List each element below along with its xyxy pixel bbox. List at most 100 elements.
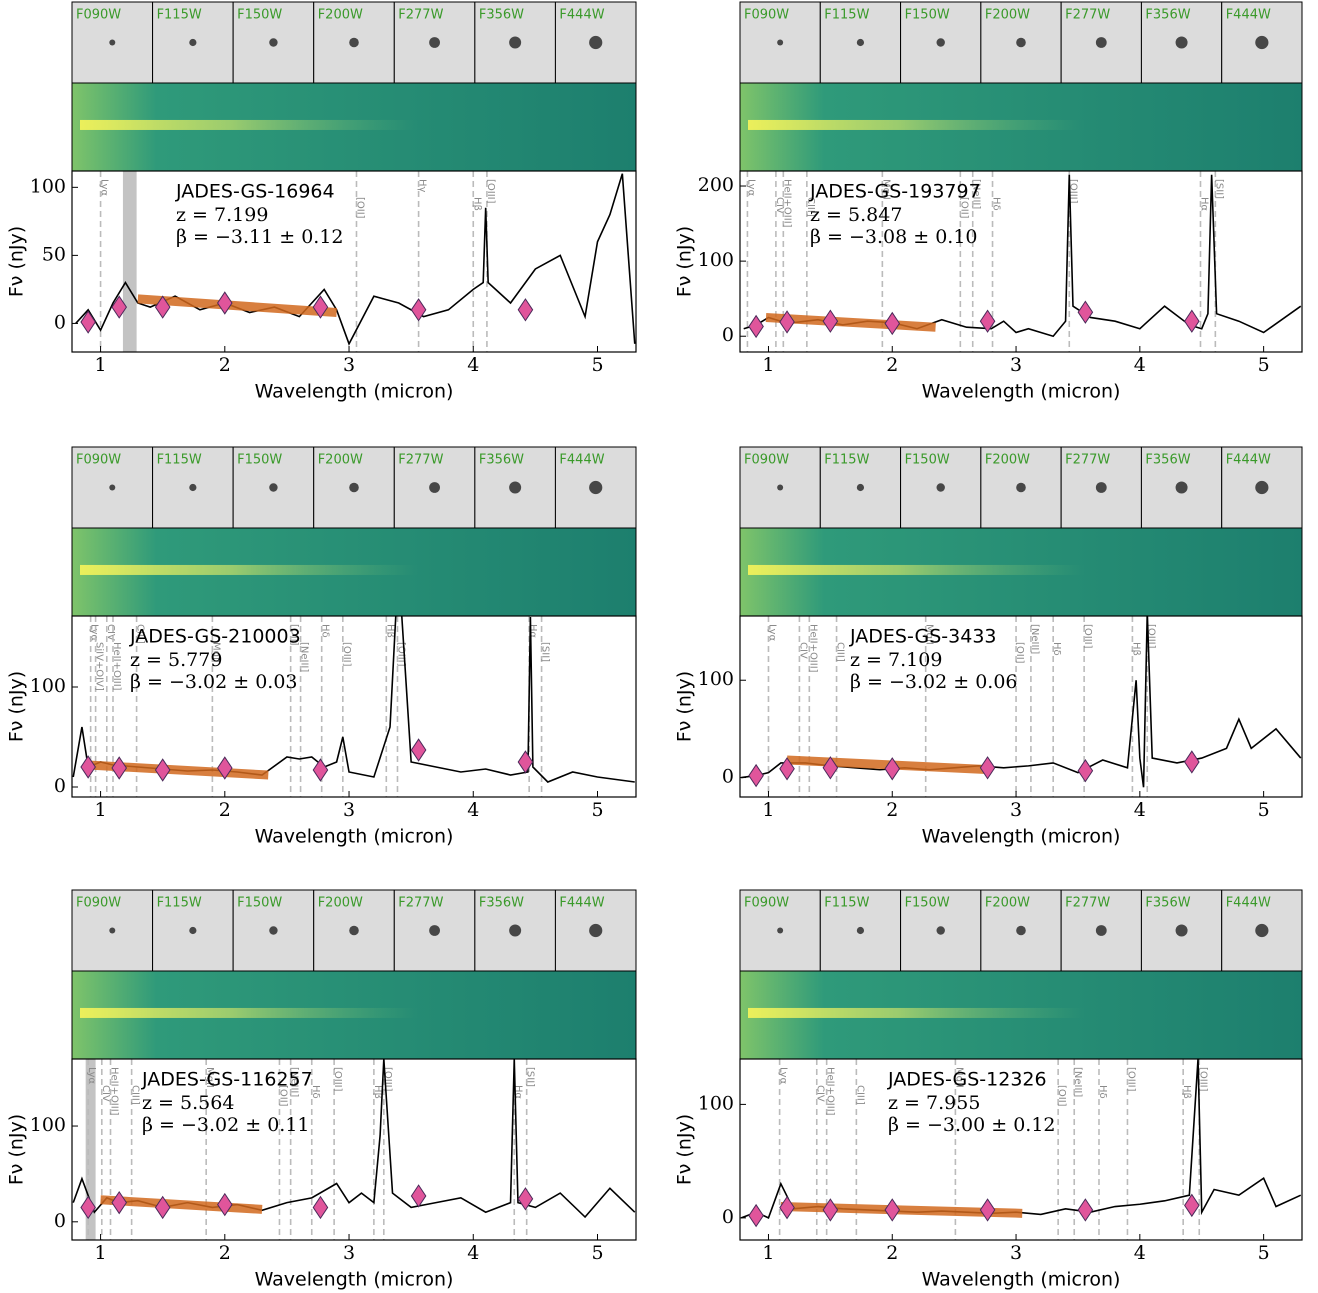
panel: F090W F115W F150W F200W F277W F356W F444W Lyα CI…	[674, 1, 1303, 403]
x-tick-label: 5	[1258, 354, 1270, 376]
y-axis-label: Fν (nJy)	[6, 226, 28, 297]
line-label: [OIII]	[1197, 1067, 1208, 1092]
thumbnail-source	[1175, 36, 1188, 49]
line-label: HeII+OIII]	[825, 1067, 836, 1116]
filter-label: F150W	[237, 453, 282, 468]
filter-label: F115W	[157, 896, 202, 911]
line-label: HeII+OIII]	[807, 624, 818, 673]
x-tick-label: 3	[1010, 799, 1022, 821]
line-label: Lyα	[778, 1067, 789, 1085]
spectrum-2d-trace	[748, 1007, 1086, 1018]
y-tick-label: 100	[30, 1114, 66, 1136]
thumbnail-source	[589, 35, 603, 50]
x-tick-label: 2	[219, 1242, 231, 1264]
line-label: [NeIII]	[1072, 1067, 1083, 1097]
uv-slope: β = −3.08 ± 0.10	[810, 226, 978, 248]
photometry-point	[979, 1198, 996, 1222]
photometry-point	[111, 756, 128, 780]
thumbnail-source	[856, 926, 865, 935]
line-label: [OIII]	[1125, 1067, 1136, 1092]
line-label: Lyα	[86, 1067, 97, 1085]
line-label: CIV	[105, 624, 116, 641]
line-label: Hδ	[1097, 1085, 1108, 1099]
thumbnail-source	[429, 37, 440, 48]
thumbnail-source	[349, 925, 359, 936]
thumbnail-source	[856, 483, 865, 492]
filter-label: F150W	[905, 896, 950, 911]
filter-label: F356W	[479, 896, 524, 911]
thumbnail-source	[1095, 482, 1107, 493]
thumbnail-source	[109, 484, 116, 491]
x-tick-label: 3	[343, 799, 355, 821]
line-label: [NeIII]	[971, 179, 982, 209]
x-tick-label: 5	[591, 354, 603, 376]
line-label: CIV	[100, 1085, 111, 1102]
filter-label: F200W	[985, 896, 1030, 911]
x-tick-label: 1	[95, 799, 107, 821]
x-tick-label: 5	[591, 1242, 603, 1264]
line-label: Hα	[527, 624, 538, 639]
line-label: [NeIII]	[1029, 624, 1040, 654]
photometry-point	[884, 1198, 901, 1222]
thumbnail-source	[509, 481, 522, 494]
y-axis-label: Fν (nJy)	[674, 226, 696, 297]
thumbnail-source	[189, 38, 197, 47]
uv-slope: β = −3.02 ± 0.11	[142, 1114, 310, 1136]
photometry-point	[154, 758, 171, 782]
thumbnail-source	[349, 37, 359, 48]
masked-region	[122, 171, 137, 352]
filter-label: F090W	[76, 896, 121, 911]
photometry-point	[80, 1195, 96, 1220]
x-axis-label: Wavelength (micron)	[922, 826, 1121, 848]
x-tick-label: 1	[762, 1242, 774, 1264]
filter-label: F200W	[318, 8, 363, 23]
redshift: z = 5.564	[142, 1092, 234, 1114]
thumbnail-source	[429, 482, 440, 493]
photometry-point	[80, 310, 96, 334]
line-label: MgII	[880, 179, 891, 200]
thumbnail-source	[1095, 925, 1107, 936]
photometry-point	[1077, 300, 1094, 324]
uv-slope: β = −3.02 ± 0.03	[130, 671, 298, 693]
x-axis-label: Wavelength (micron)	[922, 1269, 1121, 1291]
filter-label: F444W	[1226, 896, 1271, 911]
panel: F090W F115W F150W F200W F277W F356W F444W Lyα CI…	[674, 446, 1303, 848]
filter-label: F090W	[76, 8, 121, 23]
photometry-point	[884, 757, 901, 781]
thumbnail-source	[189, 926, 197, 935]
line-label: MgII	[204, 1067, 215, 1088]
panel: F090W F115W F150W F200W F277W F356W F444W Lyα [O…	[6, 1, 637, 403]
redshift: z = 7.199	[176, 204, 268, 226]
line-label: Lyα	[766, 624, 777, 642]
thumbnail-source	[509, 36, 522, 49]
line-label: Hβ	[471, 197, 482, 211]
x-axis-label: Wavelength (micron)	[255, 1269, 454, 1291]
thumbnail-source	[1095, 37, 1107, 48]
y-tick-label: 0	[722, 324, 734, 346]
x-tick-label: 5	[591, 799, 603, 821]
x-tick-label: 1	[95, 354, 107, 376]
filter-label: F444W	[559, 896, 604, 911]
y-tick-label: 0	[54, 1210, 66, 1232]
y-tick-label: 200	[698, 174, 734, 196]
x-tick-label: 2	[886, 1242, 898, 1264]
line-label: Hδ	[320, 624, 331, 638]
photometry-point	[1184, 1193, 1200, 1218]
line-label: [OII]	[1014, 642, 1025, 664]
thumbnail-source	[777, 927, 784, 934]
line-label: CIII]	[835, 642, 846, 662]
thumbnail-source	[777, 484, 784, 491]
thumbnail-source	[109, 39, 116, 46]
spectrum-2d-trace	[80, 119, 419, 130]
panel: F090W F115W F150W F200W F277W F356W F444W Lyα CI…	[674, 889, 1303, 1291]
filter-label: F150W	[905, 8, 950, 23]
x-tick-label: 2	[219, 799, 231, 821]
galaxy-name: JADES-GS-16964	[175, 181, 335, 203]
spectrum-2d-trace	[748, 119, 1086, 130]
filter-label: F115W	[157, 453, 202, 468]
filter-label: F150W	[905, 453, 950, 468]
photometry-point	[111, 1190, 128, 1215]
line-label: [NeIII]	[289, 1067, 300, 1097]
photometry-point	[312, 758, 329, 782]
